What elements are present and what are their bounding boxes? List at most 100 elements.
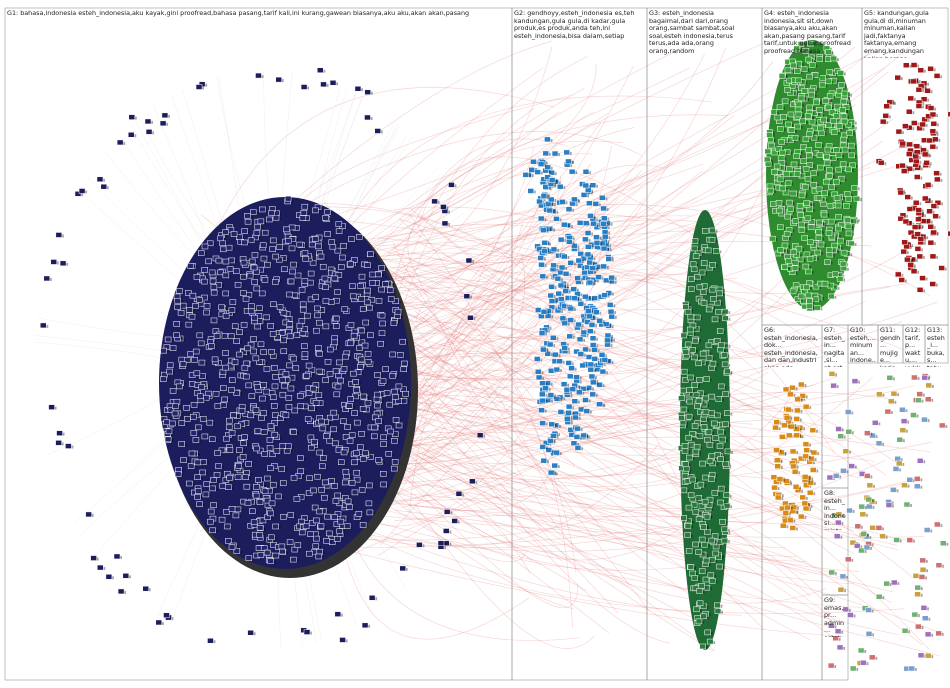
node <box>316 319 323 326</box>
node <box>280 480 287 486</box>
node <box>375 457 382 463</box>
node <box>522 172 530 178</box>
node <box>779 185 787 192</box>
node <box>210 289 218 296</box>
node <box>589 182 597 188</box>
node <box>717 499 724 506</box>
node <box>865 631 873 637</box>
node <box>386 287 394 294</box>
node <box>583 408 591 414</box>
node <box>174 304 181 310</box>
node <box>344 424 351 430</box>
node <box>202 491 210 498</box>
node <box>895 271 902 278</box>
node <box>281 382 288 389</box>
node <box>161 112 169 119</box>
node <box>580 385 587 392</box>
edge <box>366 472 550 511</box>
node <box>801 474 809 480</box>
node <box>685 413 693 420</box>
node <box>934 521 941 528</box>
node <box>781 242 789 249</box>
edge <box>392 241 650 612</box>
node <box>222 364 229 371</box>
node <box>300 210 308 216</box>
node <box>833 147 840 153</box>
node <box>272 552 280 559</box>
node <box>222 272 230 279</box>
node <box>907 95 915 102</box>
node <box>380 481 387 488</box>
node <box>575 257 583 264</box>
node <box>553 216 560 222</box>
node <box>699 460 706 467</box>
node <box>343 523 351 529</box>
node <box>776 476 784 482</box>
node <box>700 401 708 408</box>
node <box>764 148 772 155</box>
node <box>845 121 853 128</box>
node <box>301 326 309 332</box>
node <box>395 422 403 429</box>
node <box>279 391 287 398</box>
node <box>324 513 331 520</box>
node <box>912 153 920 160</box>
node <box>241 365 249 371</box>
node <box>367 332 374 338</box>
node <box>771 149 778 156</box>
node <box>256 524 264 531</box>
node <box>259 517 267 524</box>
node <box>785 406 792 413</box>
node <box>803 200 810 206</box>
node <box>375 418 382 424</box>
node <box>883 103 890 109</box>
node <box>298 318 306 324</box>
node <box>693 606 700 613</box>
node <box>465 257 473 264</box>
node <box>273 448 281 454</box>
node <box>535 307 542 313</box>
node <box>708 393 715 400</box>
node <box>190 430 198 436</box>
node <box>364 358 372 365</box>
node <box>815 229 823 235</box>
node <box>842 104 850 111</box>
node <box>713 248 720 254</box>
node <box>774 457 781 464</box>
node <box>826 173 833 179</box>
node <box>194 488 202 494</box>
node <box>390 465 398 472</box>
node <box>836 276 844 282</box>
node <box>235 463 243 469</box>
node <box>329 80 337 86</box>
node <box>839 161 847 167</box>
node <box>402 391 409 397</box>
node <box>185 290 192 296</box>
edge <box>406 404 653 430</box>
node <box>846 507 853 514</box>
node <box>685 504 693 511</box>
node <box>74 191 82 197</box>
node <box>260 410 267 416</box>
node <box>888 398 895 405</box>
node <box>601 292 608 298</box>
node <box>252 492 260 499</box>
edge <box>369 137 786 444</box>
node <box>358 487 366 493</box>
node <box>314 312 321 319</box>
node <box>711 420 718 427</box>
node <box>807 224 815 230</box>
node <box>794 68 801 74</box>
node <box>919 566 927 573</box>
node <box>680 387 687 394</box>
node <box>845 556 852 563</box>
node <box>252 407 260 413</box>
node <box>297 455 304 461</box>
node <box>791 469 799 475</box>
node <box>565 410 572 416</box>
node <box>542 184 549 190</box>
node <box>261 429 268 435</box>
node <box>222 290 230 297</box>
node <box>250 348 257 355</box>
node <box>540 309 548 315</box>
